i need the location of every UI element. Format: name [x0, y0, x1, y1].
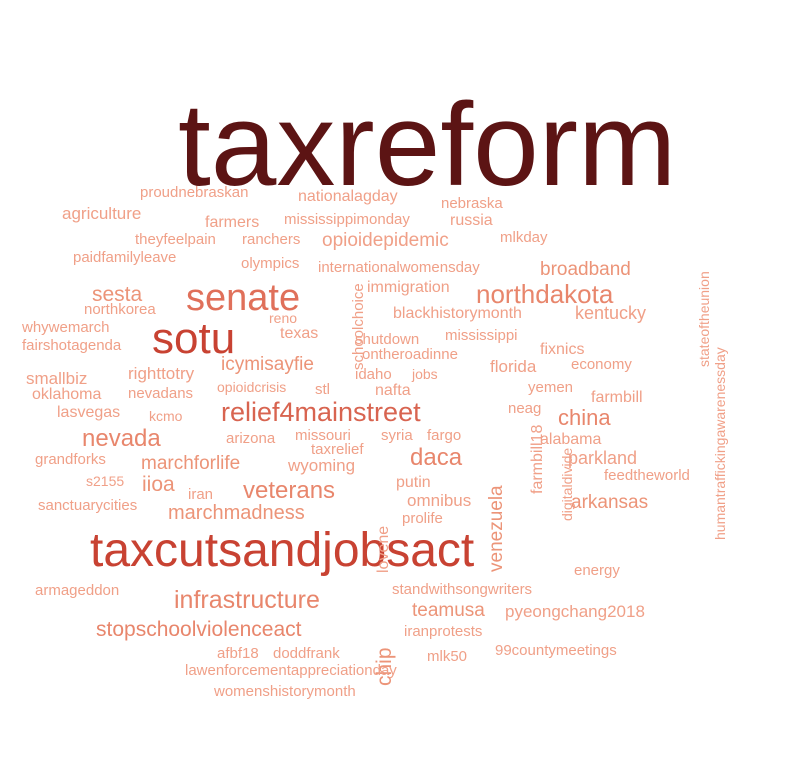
word-fairshotagenda: fairshotagenda — [22, 337, 122, 354]
word-opioidepidemic: opioidepidemic — [322, 230, 449, 251]
word-fixnics: fixnics — [540, 341, 585, 358]
word-florida: florida — [490, 357, 537, 376]
word-afbf18: afbf18 — [217, 645, 259, 662]
word-99countymeetings: 99countymeetings — [495, 642, 617, 659]
word-standwithsongwriters: standwithsongwriters — [392, 581, 533, 598]
word-alabama: alabama — [540, 431, 602, 448]
word-iranprotests: iranprotests — [404, 623, 483, 640]
word-energy: energy — [574, 562, 620, 579]
word-armageddon: armageddon — [35, 582, 120, 599]
word-mlk50: mlk50 — [427, 648, 468, 665]
word-righttotry: righttotry — [128, 364, 195, 383]
word-venezuela: venezuela — [486, 485, 507, 572]
word-marchmadness: marchmadness — [168, 502, 305, 524]
word-jobs: jobs — [412, 366, 438, 382]
word-feedtheworld: feedtheworld — [604, 467, 690, 484]
word-nevadans: nevadans — [128, 385, 194, 402]
word-northdakota: northdakota — [476, 279, 614, 309]
word-grandforks: grandforks — [35, 451, 106, 468]
word-mississippimonday: mississippimonday — [284, 211, 410, 228]
word-opioidcrisis: opioidcrisis — [217, 379, 287, 395]
word-womenshistorymonth: womenshistorymonth — [214, 683, 356, 700]
word-sanctuarycities: sanctuarycities — [38, 497, 138, 514]
word-mississippi: mississippi — [445, 327, 518, 344]
word-economy: economy — [571, 356, 632, 373]
word-smallbiz: smallbiz — [26, 369, 88, 388]
word-mlkday: mlkday — [500, 229, 548, 246]
word-agriculture: agriculture — [62, 204, 142, 223]
word-reno: reno — [269, 310, 298, 326]
word-iioa: iioa — [142, 473, 175, 496]
word-taxcutsandjobsact: taxcutsandjobsact — [90, 524, 475, 577]
word-schoolchoice: schoolchoice — [350, 283, 367, 370]
word-theyfeelpain: theyfeelpain — [135, 231, 216, 248]
word-shutdown: shutdown — [355, 331, 420, 348]
word-icymisayfie: icymisayfie — [221, 354, 314, 375]
word-nebraska: nebraska — [441, 195, 503, 212]
word-marchforlife: marchforlife — [141, 453, 241, 474]
word-teamusa: teamusa — [412, 600, 485, 621]
word-stopschoolviolenceact: stopschoolviolenceact — [96, 618, 302, 641]
word-arizona: arizona — [226, 430, 276, 447]
word-syria: syria — [381, 427, 413, 444]
word-sotu: sotu — [152, 314, 236, 363]
word-fargo: fargo — [427, 427, 462, 444]
word-internationalwomensday: internationalwomensday — [318, 259, 480, 276]
word-stl: stl — [315, 381, 330, 398]
word-taxrelief: taxrelief — [311, 441, 364, 458]
word-putin: putin — [396, 474, 431, 491]
word-kcmo: kcmo — [149, 408, 183, 424]
word-ontheroadinne: ontheroadinne — [362, 346, 458, 363]
word-russia: russia — [450, 212, 493, 229]
word-paidfamilyleave: paidfamilyleave — [73, 249, 177, 266]
word-china: china — [558, 405, 611, 430]
word-farmbill: farmbill — [591, 389, 643, 406]
word-idaho: idaho — [355, 366, 392, 383]
word-missouri: missouri — [295, 427, 351, 444]
word-lovene: lovene — [375, 525, 392, 573]
word-sesta: sesta — [92, 283, 143, 306]
word-whywemarch: whywemarch — [22, 319, 110, 336]
word-arkansas: arkansas — [571, 492, 649, 513]
word-daca: daca — [410, 444, 463, 471]
word-broadband: broadband — [540, 259, 631, 280]
word-prolife: prolife — [402, 510, 443, 527]
word-farmers: farmers — [205, 214, 260, 231]
word-farmbill18: farmbill18 — [529, 424, 546, 494]
word-nafta: nafta — [375, 382, 411, 399]
word-doddfrank: doddfrank — [273, 645, 340, 662]
word-iran: iran — [188, 486, 214, 503]
word-parkland: parkland — [568, 448, 638, 468]
word-immigration: immigration — [367, 279, 450, 296]
word-digitaldivide: digitaldivide — [559, 447, 575, 521]
word-northkorea: northkorea — [84, 301, 156, 318]
word-nationalagday: nationalagday — [298, 188, 398, 205]
word-infrastructure: infrastructure — [174, 586, 320, 614]
word-wyoming: wyoming — [288, 456, 356, 475]
word-ranchers: ranchers — [242, 231, 301, 248]
word-omnibus: omnibus — [407, 491, 472, 510]
word-blackhistorymonth: blackhistorymonth — [393, 305, 522, 322]
word-proudnebraskan: proudnebraskan — [140, 184, 249, 201]
word-kentucky: kentucky — [575, 303, 647, 323]
word-stateoftheunion: stateoftheunion — [696, 271, 712, 367]
word-neag: neag — [508, 400, 542, 417]
word-yemen: yemen — [528, 379, 574, 396]
word-senate: senate — [186, 277, 301, 319]
word-relief4mainstreet: relief4mainstreet — [221, 397, 421, 427]
word-texas: texas — [280, 325, 319, 342]
word-pyeongchang2018: pyeongchang2018 — [505, 602, 645, 621]
word-lawenforcementappreciationday: lawenforcementappreciationday — [185, 662, 397, 679]
word-lasvegas: lasvegas — [57, 404, 121, 421]
word-humantraffickingawarenessday: humantraffickingawarenessday — [712, 347, 728, 540]
word-taxreform: taxreform — [178, 79, 677, 211]
word-nevada: nevada — [82, 425, 161, 452]
word-veterans: veterans — [243, 477, 336, 504]
word-olympics: olympics — [241, 255, 300, 272]
word-s2155: s2155 — [86, 473, 125, 489]
word-oklahoma: oklahoma — [32, 386, 102, 403]
